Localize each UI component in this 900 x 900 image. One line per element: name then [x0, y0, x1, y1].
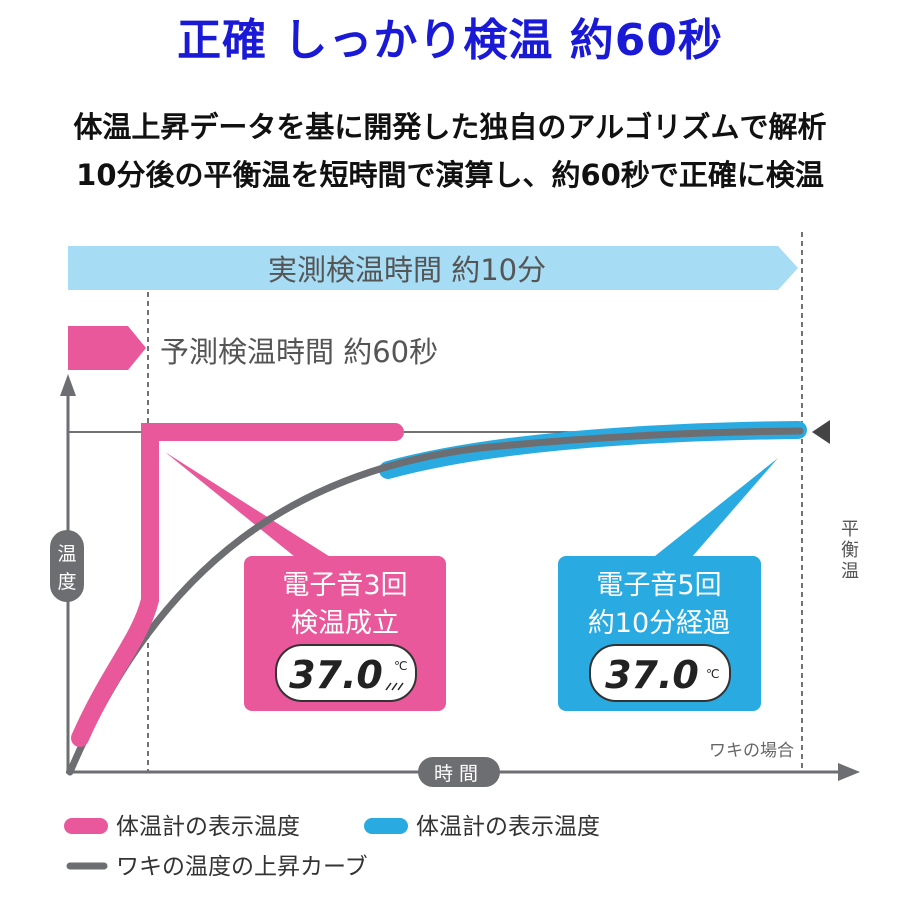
y-axis-label-char-1: 温	[57, 543, 76, 565]
pink-display-reading: 37.0	[289, 653, 383, 697]
subtext-line-2: 10分後の平衡温を短時間で演算し、約60秒で正確に検温	[76, 158, 824, 192]
x-axis-label-pill	[418, 757, 500, 787]
pink-callout-line-2: 検温成立	[291, 608, 399, 639]
equilibrium-marker	[812, 420, 830, 444]
equilibrium-label-char-1: 平	[841, 519, 859, 540]
x-axis-label: 時間	[434, 763, 484, 785]
blue-display-reading: 37.0	[605, 653, 699, 697]
predicted-time-arrow	[68, 326, 146, 370]
y-axis-arrowhead	[60, 374, 76, 396]
blue-callout-line-1: 電子音5回	[596, 570, 721, 601]
pink-callout-pointer	[165, 452, 335, 565]
legend-gray-label: ワキの温度の上昇カーブ	[116, 854, 368, 880]
blue-callout-line-2: 約10分経過	[588, 608, 730, 639]
blue-display-screen	[589, 644, 731, 702]
legend-pink-label: 体温計の表示温度	[116, 814, 300, 840]
y-axis-label-char-2: 度	[57, 571, 76, 593]
headline: 正確 しっかり検温 約60秒	[177, 15, 723, 66]
pink-display-screen	[275, 644, 417, 702]
actual-time-label: 実測検温時間 約10分	[268, 253, 546, 287]
subtext-line-1: 体温上昇データを基に開発した独自のアルゴリズムで解析	[73, 110, 827, 144]
actual-time-arrow	[68, 246, 798, 290]
armpit-temperature-curve	[66, 427, 804, 776]
blue-display-unit: ℃	[706, 667, 719, 681]
pink-callout-line-1: 電子音3回	[282, 570, 407, 601]
pink-display-unit: ℃	[394, 659, 407, 673]
equilibrium-label-char-2: 衡	[841, 540, 859, 561]
pink-display-sound-icon	[385, 682, 404, 691]
blue-callout-pointer	[650, 458, 778, 565]
equilibrium-label-char-3: 温	[841, 561, 859, 582]
legend-blue-label: 体温計の表示温度	[416, 814, 600, 840]
pink-display-curve	[71, 423, 404, 747]
x-axis-arrowhead	[838, 763, 860, 781]
condition-note: ワキの場合	[709, 741, 794, 761]
predicted-time-label: 予測検温時間 約60秒	[160, 335, 438, 369]
y-axis-label-pill	[50, 530, 84, 602]
